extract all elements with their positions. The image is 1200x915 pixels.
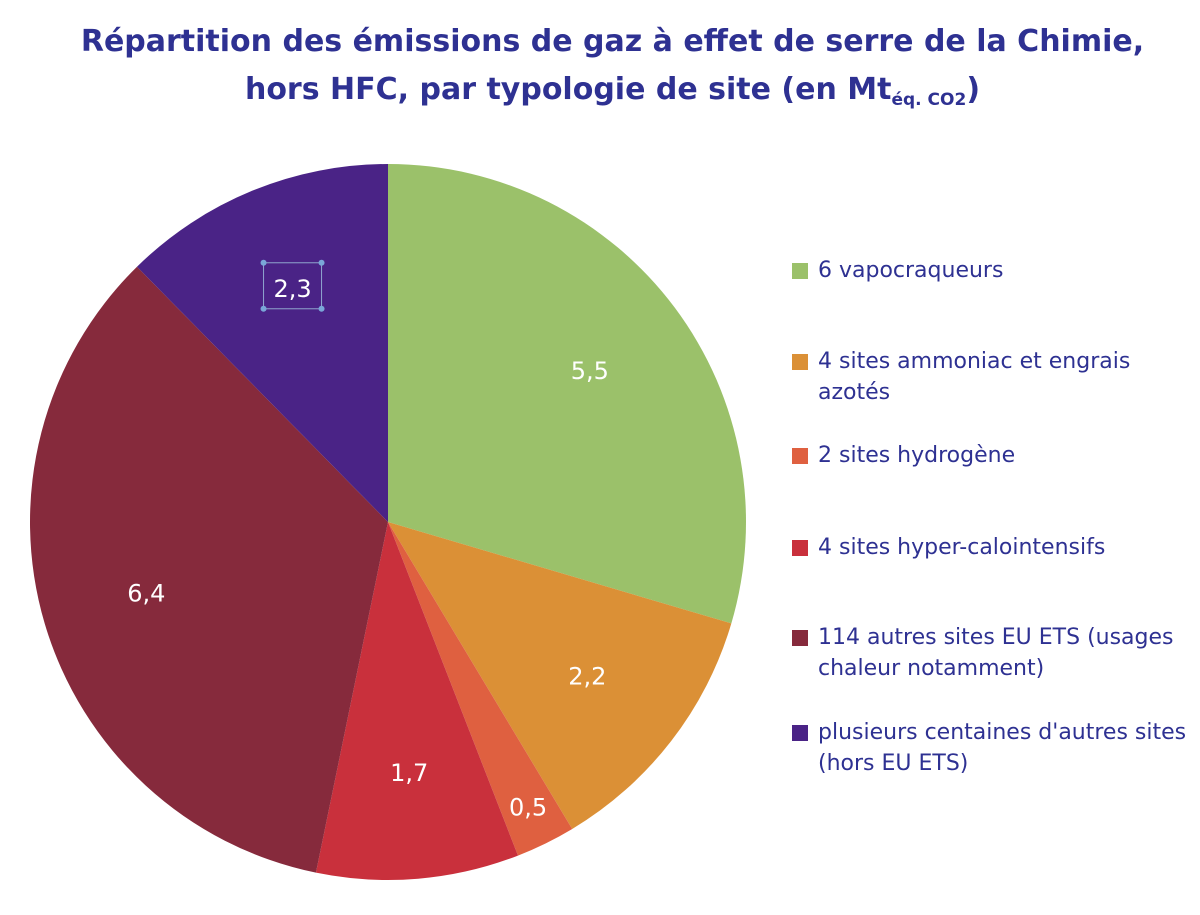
legend-label: 4 sites hyper-calointensifs — [818, 535, 1106, 560]
pie-data-label-0: 5,5 — [571, 357, 609, 385]
legend-item-0: 6 vapocraqueurs — [792, 255, 1192, 286]
pie-slice-2 — [388, 522, 573, 856]
legend-item-3: 4 sites hyper-calointensifs — [792, 532, 1192, 563]
legend-swatch — [792, 725, 808, 741]
pie-slice-3 — [315, 522, 518, 880]
pie-slice-0 — [388, 164, 747, 624]
selection-handle-2[interactable] — [260, 305, 267, 312]
selection-handle-1[interactable] — [318, 259, 325, 266]
legend-label: 114 autres sites EU ETS (usages chaleur … — [818, 625, 1174, 681]
label-selection-box[interactable] — [263, 262, 323, 310]
pie-slice-1 — [388, 522, 732, 829]
legend-label: 2 sites hydrogène — [818, 443, 1016, 468]
legend-swatch — [792, 354, 808, 370]
chart-title: Répartition des émissions de gaz à effet… — [0, 18, 1200, 124]
legend-label: 6 vapocraqueurs — [818, 258, 1004, 283]
pie-data-label-5: 2,3 — [273, 275, 311, 303]
selection-handle-0[interactable] — [260, 259, 267, 266]
selection-handle-3[interactable] — [318, 305, 325, 312]
legend-swatch — [792, 540, 808, 556]
legend-label: 4 sites ammoniac et engrais azotés — [818, 349, 1131, 405]
pie-slice-4 — [30, 266, 389, 873]
pie-data-label-2: 0,5 — [509, 794, 547, 822]
legend-label: plusieurs centaines d'autres sites (hors… — [818, 720, 1187, 776]
legend-item-4: 114 autres sites EU ETS (usages chaleur … — [792, 622, 1192, 684]
legend-item-1: 4 sites ammoniac et engrais azotés — [792, 346, 1192, 408]
legend-swatch — [792, 448, 808, 464]
legend-item-5: plusieurs centaines d'autres sites (hors… — [792, 717, 1192, 779]
pie-data-label-3: 1,7 — [390, 759, 428, 787]
chart-title-line-2-end: ) — [966, 72, 981, 107]
chart-title-line-1: Répartition des émissions de gaz à effet… — [80, 24, 1145, 59]
pie-data-label-1: 2,2 — [568, 662, 606, 690]
legend-swatch — [792, 263, 808, 279]
pie-slice-5 — [137, 164, 388, 522]
chart-title-line-2: hors HFC, par typologie de site (en Mtéq… — [0, 66, 1200, 124]
legend-item-2: 2 sites hydrogène — [792, 440, 1192, 471]
chart-title-line-2-main: hors HFC, par typologie de site (en Mt — [244, 72, 892, 107]
pie-data-labels: 5,5 2,2 0,5 1,7 6,4 2,3 — [127, 259, 609, 822]
pie-slices — [30, 164, 747, 880]
chart-title-unit-subscript: éq. CO2 — [891, 90, 967, 110]
pie-chart: 5,5 2,2 0,5 1,7 6,4 2,3 — [30, 164, 747, 880]
pie-data-label-4: 6,4 — [127, 579, 165, 607]
legend-swatch — [792, 630, 808, 646]
